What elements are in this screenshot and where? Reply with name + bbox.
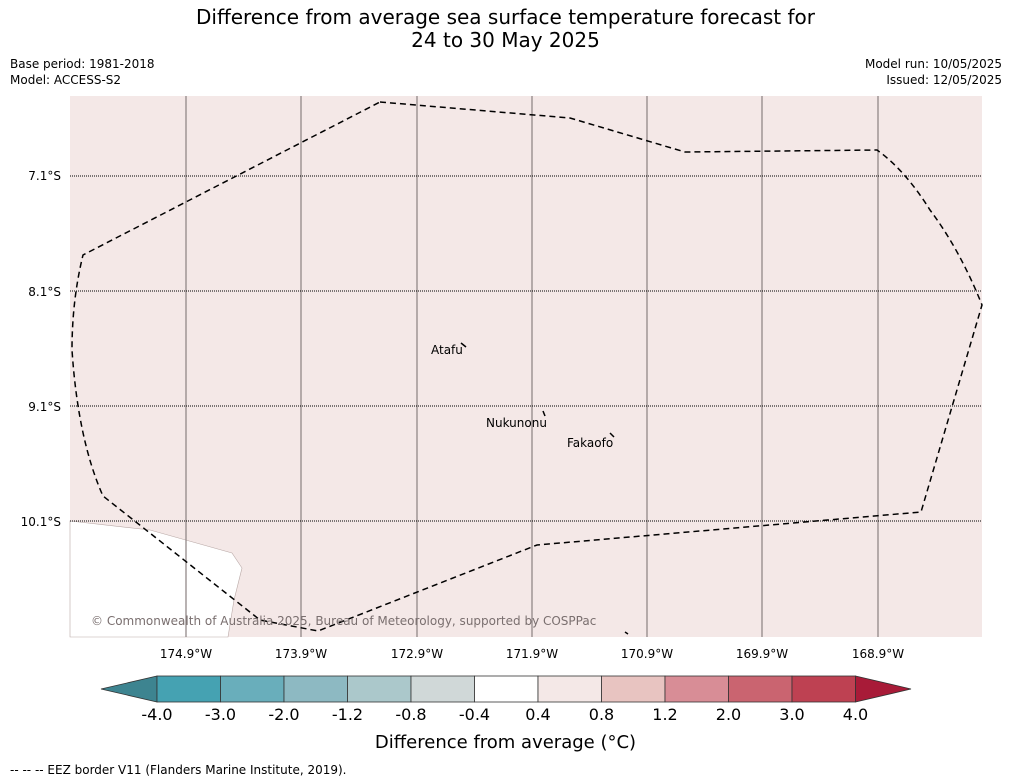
fakaofo-atoll [609,432,615,438]
colorbar [100,675,912,703]
colorbar-label: Difference from average (°C) [374,732,637,753]
place-label-fakaofo: Fakaofo [567,436,613,450]
eez-border [71,101,983,632]
lon-label: 171.9°W [506,647,558,661]
colorbar-tick: 1.2 [652,705,678,724]
colorbar-high-arrow [855,675,912,703]
lon-label: 170.9°W [621,647,673,661]
colorbar-tick: 4.0 [842,705,869,724]
colorbar-tick: 0.4 [525,705,551,724]
nukunonu-atoll [542,410,546,417]
parallel-lines [70,175,982,522]
colorbar-segment [220,675,285,703]
lon-label: 168.9°W [852,647,904,661]
colorbar-low-arrow [100,675,158,703]
chart-title: Difference from average sea surface temp… [0,6,1011,52]
land-patch [69,520,243,638]
title-line-1: Difference from average sea surface temp… [195,5,815,29]
atafu-atoll [460,342,467,348]
lat-label: 8.1°S [28,285,61,299]
colorbar-segment [410,675,475,703]
lat-label: 7.1°S [28,169,61,183]
colorbar-tick: -3.0 [204,705,237,724]
model-run-text: Model run: 10/05/2025 [864,57,1002,71]
colorbar-tick: -0.4 [458,705,491,724]
lon-label: 173.9°W [275,647,327,661]
colorbar-tick: -2.0 [268,705,300,724]
colorbar-tick: -4.0 [141,705,173,724]
colorbar-tick: 0.8 [588,705,615,724]
colorbar-segment [537,675,602,703]
swains-marker [624,631,629,635]
base-period-text: Base period: 1981-2018 [10,57,155,71]
colorbar-tick: 3.0 [779,705,805,724]
place-label-nukunonu: Nukunonu [486,416,547,430]
colorbar-tick-labels: -4.0 -3.0 -2.0 -1.2 -0.8 -0.4 0.4 0.8 1.… [0,705,1011,725]
meridian-lines [185,96,879,637]
place-label-atafu: Atafu [431,343,463,357]
model-text: Model: ACCESS-S2 [10,73,122,87]
colorbar-segment [156,675,221,703]
colorbar-segment [601,675,666,703]
colorbar-segment [347,675,412,703]
colorbar-tick: -1.2 [331,705,364,724]
lon-label: 169.9°W [736,647,788,661]
issued-text: Issued: 12/05/2025 [886,73,1002,87]
colorbar-segment [474,675,539,703]
colorbar-segment [664,675,729,703]
eez-legend-footer: -- -- -- EEZ border V11 (Flanders Marine… [10,763,347,777]
lat-label: 9.1°S [28,400,61,414]
lat-label: 10.1°S [21,515,61,529]
meta-left: Base period: 1981-2018 Model: ACCESS-S2 [10,56,155,88]
colorbar-segment [283,675,348,703]
colorbar-segment [791,675,856,703]
title-line-2: 24 to 30 May 2025 [411,28,600,52]
colorbar-tick: -0.8 [395,705,427,724]
colorbar-segment [728,675,793,703]
copyright-credit: © Commonwealth of Australia 2025, Bureau… [91,614,597,628]
colorbar-tick: 2.0 [715,705,742,724]
lon-label: 174.9°W [160,647,212,661]
ocean-area [70,96,982,637]
meta-right: Model run: 10/05/2025 Issued: 12/05/2025 [865,56,1002,88]
lon-label: 172.9°W [391,647,443,661]
